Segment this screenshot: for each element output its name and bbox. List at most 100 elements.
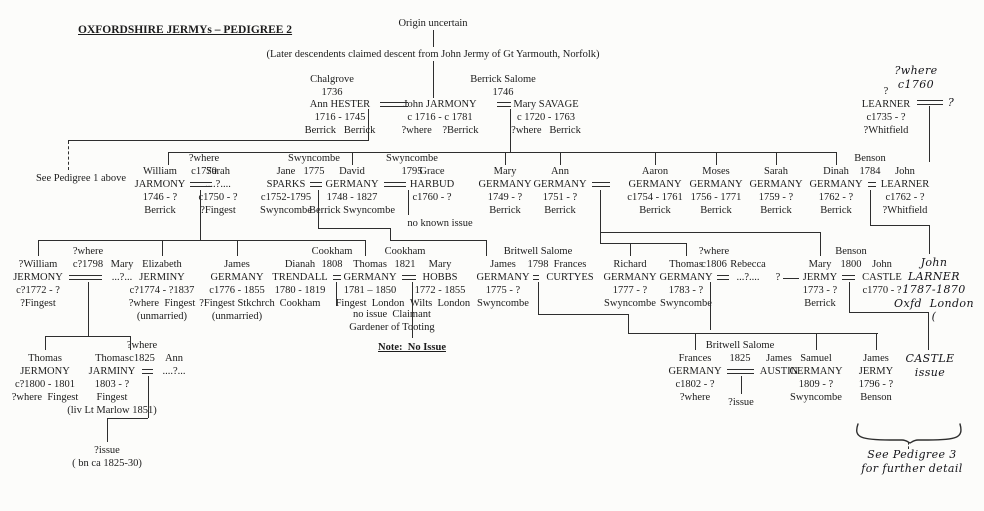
connector-line [237,240,238,256]
marriage-year: c1806 [701,259,727,270]
marriage-place: Benson [835,246,867,257]
marriage-year: 1784 [859,166,881,177]
text-line: Grace [419,166,445,177]
connector-line [870,225,929,226]
text-line: James [766,353,792,364]
text-line: Fingest [96,392,128,403]
marriage-year: 1775 [303,166,325,177]
person-sarah-germany: Sarah GERMANY 1759 - ? Berrick [749,165,802,217]
connector-line [318,190,319,228]
connector-line [686,243,687,256]
text-line: GERMANY [809,179,863,190]
text-line: c1802 - ? [675,379,715,390]
marriage-line [69,275,102,280]
text-line: William [142,166,177,177]
text-line: JARMINY [88,366,136,377]
text-line: CASTLE [905,352,955,365]
marriage-line [533,275,539,280]
connector-line [816,333,817,350]
marriage-label-berrick-salome-1746: Berrick Salome 1746 [470,73,536,99]
connector-line [538,314,628,315]
text-line: GERMANY [210,272,264,283]
text-line: (unmarried) [211,311,263,322]
connector-line [107,418,148,419]
connector-line [716,152,717,165]
text-line: Mary [493,166,517,177]
text-line: ?Whitfield [882,205,928,216]
connector-line [600,243,686,244]
text-line: issue [914,365,946,379]
text-line: GERMANY [689,179,743,190]
text-line: Berrick [544,205,576,216]
connector-line [510,109,511,152]
text-line: Dinah [823,166,849,177]
marriage-year: 1736 [321,87,343,98]
text-line: GERMANY [668,366,722,377]
text-line: 1772 - 1855 [414,285,466,296]
text-line: no known issue [407,218,473,229]
text-line: Swyncombe [477,298,529,309]
text-line: c?1772 - ? [16,285,60,296]
text-line: ....?... [162,366,186,377]
text-line: ? [775,272,781,283]
person-moses-germany: Moses GERMANY 1756 - 1771 Berrick [689,165,742,217]
text-line: 1780 - 1819 [274,285,326,296]
text-line: ?where Berrick [511,125,581,136]
person-mary-hobbs: Mary HOBBS 1772 - 1855 Wilts London [410,258,470,310]
person-ann-unknown: Ann....?... [162,352,185,378]
text-line: John [872,259,892,270]
connector-line [630,243,631,256]
text-line: GERMANY [325,179,379,190]
connector-line [88,282,89,336]
connector-line [836,152,837,165]
text-line: SPARKS [266,179,306,190]
connector-line [38,240,365,241]
text-line: c1776 - 1855 [209,285,265,296]
note-see-pedigree-1: See Pedigree 1 above [36,172,126,185]
text-line: ?where ?Berrick [401,125,479,136]
text-line: Ann [164,353,184,364]
text-line: Mary [808,259,832,270]
text-line: Berrick [700,205,732,216]
text-line: ?where Fingest [11,392,79,403]
connector-line [776,152,777,165]
text-line: c1735 - ? [866,112,906,123]
text-line: JERMY [858,366,894,377]
text-line: c1752-1795 [260,192,312,203]
connector-line [168,152,169,165]
text-line: Swyncombe [660,298,712,309]
text-line: ? [883,86,889,97]
text-line: ...?.... [736,272,760,283]
marriage-line [190,182,212,187]
handwritten-brace [856,423,962,444]
connector-line [628,333,878,334]
text-line: TRENDALL [272,272,328,283]
text-line: Samuel [800,353,832,364]
connector-line [45,336,46,350]
connector-line [336,282,337,306]
marriage-year: 1825 [729,353,751,364]
marriage-year: c1770 [191,166,217,177]
text-line: Frances [553,259,587,270]
connector-line [849,312,928,313]
marriage-year: 1795 [401,166,423,177]
text-line: 1759 - ? [758,192,794,203]
connector-line [870,190,871,225]
person-david-germany: David GERMANY 1748 - 1827 Berrick Swyncombe [309,165,395,217]
note-issue-1825-30: ?issue ( bn ca 1825-30) [72,444,142,470]
person-richard-germany: Richard GERMANY 1777 - ? Swyncombe [603,258,656,310]
connector-line [412,282,413,338]
text-line: James [863,353,889,364]
connector-line [710,282,711,330]
marriage-place: ?where [188,153,220,164]
note-austin-issue: ?issue [728,396,754,409]
marriage-year: 1746 [492,87,514,98]
marriage-place: Cookham [311,246,353,257]
marriage-label-benson-1784: Benson 1784 [854,152,886,178]
text-line: c1770 - ? [862,285,902,296]
person-frances-germany: Frances GERMANY c1802 - ? ?where [668,352,721,404]
connector-line [68,140,369,141]
text-line: See Pedigree 1 above [35,173,127,184]
person-ann-hester: Ann HESTER 1716 - 1745 Berrick Berrick [305,98,376,137]
person-rebecca-unknown: Rebecca...?.... [730,258,766,284]
